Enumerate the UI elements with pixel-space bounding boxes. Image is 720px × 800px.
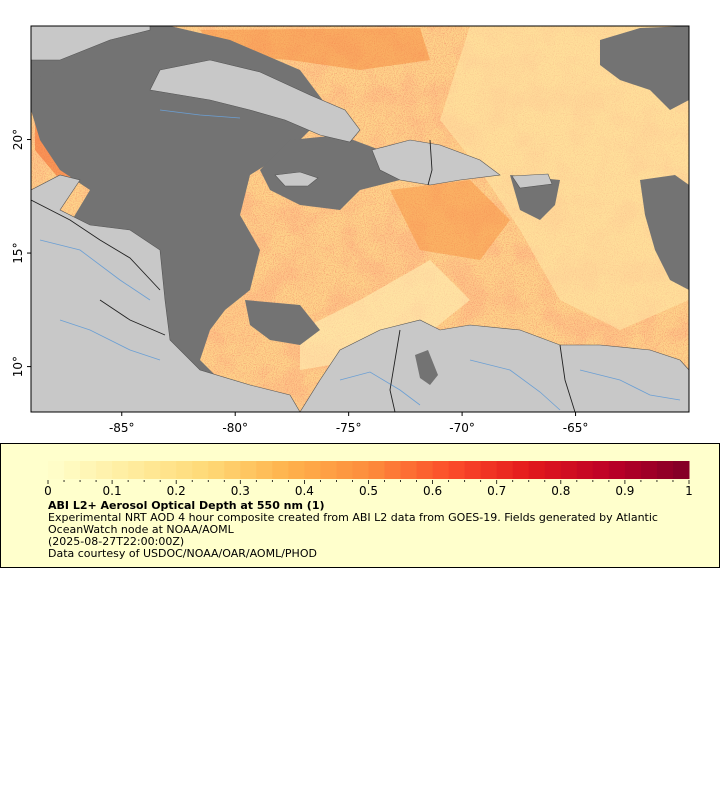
lon-tick-label: -80° bbox=[222, 421, 248, 435]
colorbar-cell bbox=[560, 461, 578, 479]
lon-tick-label: -75° bbox=[336, 421, 362, 435]
colorbar-tick-label: 0.9 bbox=[615, 484, 634, 498]
colorbar-tick-label: 0 bbox=[44, 484, 52, 498]
land-yucatan bbox=[31, 26, 151, 61]
colorbar-cell bbox=[176, 461, 193, 479]
colorbar-tick-label: 0.3 bbox=[231, 484, 250, 498]
country-borders bbox=[31, 139, 576, 412]
lat-tick-label: 20° bbox=[11, 129, 25, 150]
aod-high-patch-central bbox=[390, 180, 510, 260]
lat-tick-label: 10° bbox=[11, 356, 25, 377]
lon-tick-label: -65° bbox=[563, 421, 589, 435]
colorbar-tick-label: 1 bbox=[685, 484, 693, 498]
colorbar-cell bbox=[48, 461, 65, 479]
aod-map-figure: -85° -80° -75° -70° -65° 10° 15° 20° bbox=[11, 25, 690, 435]
legend-description: Experimental NRT AOD 4 hour composite cr… bbox=[48, 511, 658, 536]
colorbar-cell bbox=[640, 461, 658, 479]
aod-low-band-east bbox=[440, 26, 689, 330]
colorbar-tick-label: 0.2 bbox=[167, 484, 186, 498]
map-frame bbox=[30, 25, 690, 413]
colorbar-cell bbox=[496, 461, 514, 479]
colorbar-cell bbox=[352, 461, 369, 479]
colorbar-cell bbox=[272, 461, 289, 479]
land-maracaibo bbox=[415, 350, 438, 385]
longitude-axis: -85° -80° -75° -70° -65° bbox=[109, 412, 588, 435]
colorbar-cell bbox=[128, 461, 145, 479]
colorbar-cell bbox=[576, 461, 594, 479]
colorbar-cell bbox=[96, 461, 113, 479]
colorbar-tick-label: 0.5 bbox=[359, 484, 378, 498]
colorbar-cell bbox=[320, 461, 337, 479]
colorbar-cell bbox=[144, 461, 161, 479]
colorbar-cell bbox=[336, 461, 353, 479]
colorbar-cell bbox=[240, 461, 257, 479]
colorbar-cell bbox=[480, 461, 498, 479]
colorbar-cell bbox=[256, 461, 273, 479]
colorbar-cell bbox=[224, 461, 241, 479]
land-hispaniola bbox=[371, 139, 501, 186]
legend-panel: 0 0.1 0.2 0.3 0.4 0.5 0.6 0.7 0.8 0.9 1 ABI L2+ Ae… bbox=[0, 443, 720, 568]
colorbar-cell bbox=[544, 461, 562, 479]
aod-high-patch-north bbox=[200, 28, 430, 70]
no-data-north-center bbox=[260, 135, 410, 210]
colorbar-cell bbox=[192, 461, 209, 479]
colorbar-tick-label: 0.1 bbox=[103, 484, 122, 498]
colorbar-cell bbox=[384, 461, 402, 479]
aod-low-band-center bbox=[300, 260, 470, 370]
colorbar-cell bbox=[528, 461, 546, 479]
lon-tick-label: -85° bbox=[109, 421, 135, 435]
colorbar-tick-label: 0.7 bbox=[487, 484, 506, 498]
legend-timestamp: (2025-08-27T22:00:00Z) bbox=[48, 535, 185, 548]
colorbar-cell bbox=[624, 461, 642, 479]
colorbar-cell bbox=[400, 461, 418, 479]
rivers bbox=[39, 109, 681, 411]
colorbar: 0 0.1 0.2 0.3 0.4 0.5 0.6 0.7 0.8 0.9 1 bbox=[44, 461, 693, 498]
colorbar-cell bbox=[208, 461, 225, 479]
colorbar-cell bbox=[432, 461, 450, 479]
land-cuba bbox=[149, 59, 361, 143]
colorbar-cell bbox=[416, 461, 434, 479]
legend-credit: Data courtesy of USDOC/NOAA/OAR/AOML/PHO… bbox=[48, 547, 317, 560]
colorbar-cell bbox=[672, 461, 690, 479]
land-puerto-rico bbox=[511, 173, 553, 189]
colorbar-cell bbox=[512, 461, 530, 479]
legend-text: ABI L2+ Aerosol Optical Depth at 550 nm … bbox=[48, 500, 708, 560]
legend-title: ABI L2+ Aerosol Optical Depth at 550 nm … bbox=[48, 499, 325, 512]
colorbar-cell bbox=[80, 461, 97, 479]
colorbar-cell bbox=[112, 461, 129, 479]
colorbar-cell bbox=[608, 461, 626, 479]
land-central-america bbox=[31, 174, 301, 412]
colorbar-tick-label: 0.6 bbox=[423, 484, 442, 498]
colorbar-cell bbox=[368, 461, 386, 479]
colorbar-tick-label: 0.4 bbox=[295, 484, 314, 498]
colorbar-cell bbox=[304, 461, 321, 479]
colorbar-cell bbox=[64, 461, 81, 479]
lat-tick-label: 15° bbox=[11, 242, 25, 263]
colorbar-cell bbox=[464, 461, 482, 479]
colorbar-cell bbox=[448, 461, 466, 479]
colorbar-cell bbox=[288, 461, 305, 479]
no-data-south-center bbox=[245, 300, 320, 345]
no-data-east-right bbox=[640, 175, 689, 290]
colorbar-tick-label: 0.8 bbox=[551, 484, 570, 498]
colorbar-cell bbox=[160, 461, 177, 479]
lon-tick-label: -70° bbox=[449, 421, 475, 435]
no-data-northeast bbox=[600, 26, 689, 110]
colorbar-cell bbox=[592, 461, 610, 479]
latitude-axis: 10° 15° 20° bbox=[11, 129, 31, 377]
colorbar-cell bbox=[656, 461, 674, 479]
land-jamaica bbox=[274, 171, 319, 187]
